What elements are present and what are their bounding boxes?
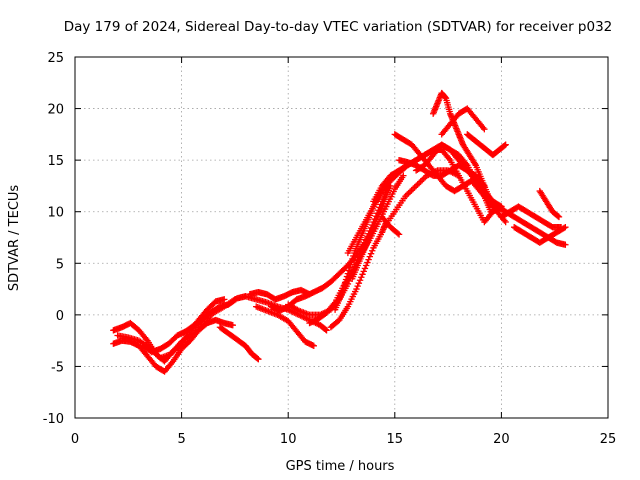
data-point [367, 250, 375, 257]
data-point [348, 258, 355, 266]
series-arc-22 [429, 89, 499, 210]
y-axis-label: SDTVAR / TECUs [7, 185, 22, 292]
data-point [346, 264, 353, 271]
data-point [445, 155, 453, 162]
x-tick-label: 0 [71, 432, 79, 447]
data-point [502, 218, 509, 226]
data-point [361, 265, 369, 272]
data-point [229, 321, 236, 329]
data-point [554, 212, 562, 220]
plot-frame [74, 56, 609, 419]
x-tick-label: 20 [493, 432, 510, 447]
series-arc-24 [464, 131, 509, 159]
data-point [322, 326, 329, 333]
data-point [254, 355, 261, 362]
series-arc-23 [438, 105, 488, 138]
data-point [338, 291, 345, 298]
data-point [395, 231, 403, 238]
data-point [143, 335, 150, 343]
data-point [221, 296, 228, 303]
data-point [366, 253, 374, 260]
series-arc-9 [267, 223, 377, 314]
series-arc-26 [498, 203, 565, 231]
y-tick-label: 5 [56, 257, 64, 272]
data-point [358, 274, 365, 281]
data-points [110, 89, 569, 375]
data-point [341, 279, 349, 286]
data-point [400, 172, 407, 179]
series-arc-14 [348, 182, 394, 282]
data-point [356, 277, 364, 284]
data-point [355, 279, 363, 287]
data-point [562, 223, 569, 231]
chart-title: Day 179 of 2024, Sidereal Day-to-day VTE… [64, 19, 613, 35]
data-point [360, 268, 367, 275]
x-axis-label: GPS time / hours [286, 459, 395, 474]
data-point [350, 252, 357, 260]
series-arc-2 [110, 316, 236, 375]
data-point [353, 285, 360, 293]
data-point [347, 261, 354, 268]
axis-ticks: 0 5 10 15 20 25 -10 -5 0 5 10 15 20 25 [43, 51, 617, 447]
data-point [502, 141, 509, 148]
data-point [481, 126, 488, 133]
data-point [349, 255, 356, 263]
data-point [560, 224, 568, 232]
data-point [342, 276, 350, 283]
data-point [369, 247, 376, 254]
data-point [343, 273, 351, 280]
y-tick-label: 25 [47, 51, 64, 66]
series-arc-6 [242, 293, 330, 334]
y-tick-label: -10 [43, 412, 64, 427]
data-point [365, 256, 372, 263]
data-point [340, 285, 347, 292]
data-point [555, 213, 563, 221]
data-point [362, 262, 370, 269]
series-arc-27 [510, 223, 569, 246]
y-tick-label: 0 [56, 309, 64, 324]
series-arc-28 [536, 187, 563, 221]
data-point [345, 267, 353, 274]
data-point [394, 230, 402, 237]
data-point [354, 282, 361, 290]
y-tick-label: 20 [47, 103, 64, 118]
series-arc-4 [140, 293, 249, 356]
data-point [339, 288, 346, 295]
data-point [323, 327, 330, 334]
x-tick-label: 10 [280, 432, 297, 447]
data-point [479, 124, 487, 131]
y-tick-label: -5 [51, 360, 64, 375]
data-point [501, 142, 508, 149]
data-point [341, 282, 348, 289]
y-tick-label: 10 [47, 206, 64, 221]
y-tick-label: 15 [47, 154, 64, 169]
series-arc-5 [216, 324, 262, 363]
data-point [255, 356, 262, 363]
data-point [490, 201, 498, 209]
data-point [330, 300, 338, 308]
data-point [359, 271, 366, 278]
data-point [562, 241, 569, 248]
data-point [344, 270, 352, 277]
x-tick-label: 15 [387, 432, 404, 447]
data-point [364, 259, 371, 266]
series-arc-8 [253, 303, 317, 349]
data-point [471, 160, 479, 168]
series-arc-18 [378, 213, 403, 238]
x-tick-label: 5 [177, 432, 185, 447]
x-tick-label: 25 [600, 432, 617, 447]
data-point [455, 172, 462, 179]
data-point [168, 359, 176, 366]
data-point [310, 342, 317, 349]
